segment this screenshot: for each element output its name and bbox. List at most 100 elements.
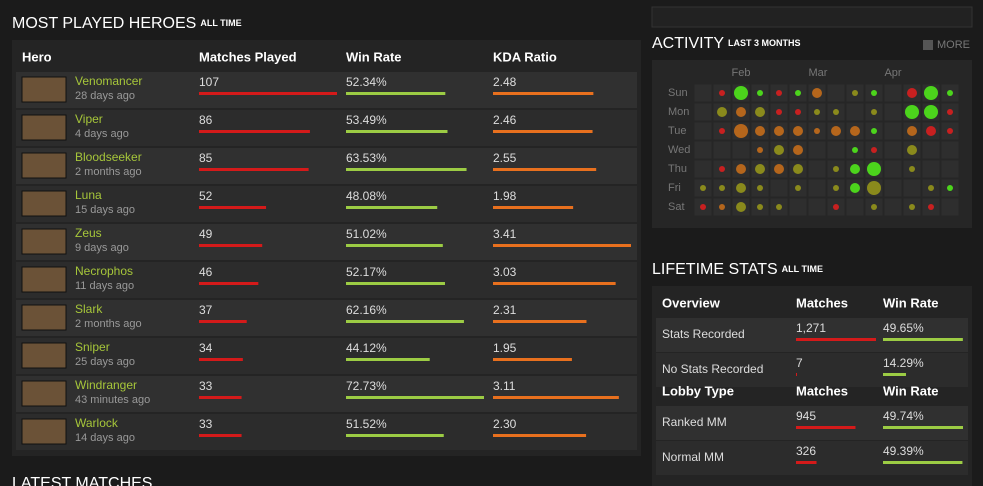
- activity-dot: [909, 204, 915, 210]
- activity-dot: [852, 90, 858, 96]
- hero-icon: [21, 304, 67, 331]
- cell-value: 62.16%: [346, 303, 387, 317]
- hero-name[interactable]: Bloodseeker: [75, 150, 142, 164]
- title-subtitle: LAST 3 MONTHS: [728, 38, 801, 48]
- activity-dot: [850, 183, 860, 193]
- cell-value: 48.08%: [346, 189, 387, 203]
- cell-value: 1,271: [796, 321, 826, 335]
- activity-dot: [755, 164, 765, 174]
- row-bg: [16, 376, 637, 412]
- stat-bar: [199, 396, 242, 399]
- stat-bar: [346, 358, 430, 361]
- cell-value: 72.73%: [346, 379, 387, 393]
- search-box[interactable]: [651, 6, 973, 28]
- hero-icon: [21, 190, 67, 217]
- day-label: Fri: [668, 182, 681, 194]
- hero-name[interactable]: Windranger: [75, 378, 137, 392]
- activity-dot: [871, 128, 877, 134]
- activity-dot: [717, 107, 727, 117]
- hero-icon: [21, 418, 67, 445]
- cell-value: 2.46: [493, 113, 517, 127]
- activity-dot: [812, 88, 822, 98]
- activity-cell: [807, 178, 827, 198]
- activity-cell: [921, 140, 941, 160]
- activity-dot: [871, 90, 877, 96]
- activity-dot: [719, 166, 725, 172]
- activity-dot: [928, 204, 934, 210]
- activity-cell: [693, 159, 713, 179]
- stat-bar: [199, 92, 337, 95]
- hero-name[interactable]: Slark: [75, 302, 103, 316]
- activity-dot: [776, 204, 782, 210]
- stat-bar: [199, 434, 242, 437]
- row-bg: [656, 441, 968, 475]
- hero-name[interactable]: Viper: [75, 112, 103, 126]
- cell-value: 63.53%: [346, 151, 387, 165]
- activity-dot: [719, 128, 725, 134]
- activity-cell: [769, 178, 789, 198]
- last-played: 28 days ago: [75, 90, 135, 102]
- activity-dot: [736, 183, 746, 193]
- cell-value: 52.17%: [346, 265, 387, 279]
- cell-value: 2.55: [493, 151, 517, 165]
- activity-cell: [940, 197, 960, 217]
- activity-dot: [947, 128, 953, 134]
- stat-bar: [493, 320, 587, 323]
- activity-dot: [867, 162, 881, 176]
- column-header: Matches Played: [199, 49, 297, 64]
- stat-bar: [493, 130, 593, 133]
- activity-dot: [736, 202, 746, 212]
- stat-bar: [346, 282, 445, 285]
- activity-cell: [807, 140, 827, 160]
- cell-value: 1.98: [493, 189, 517, 203]
- hero-name[interactable]: Necrophos: [75, 264, 133, 278]
- activity-dot: [928, 185, 934, 191]
- cell-value: 44.12%: [346, 341, 387, 355]
- more-icon[interactable]: [923, 40, 933, 50]
- hero-icon: [21, 152, 67, 179]
- cell-value: 52: [199, 189, 213, 203]
- stat-bar: [796, 426, 856, 429]
- stat-bar: [199, 168, 309, 171]
- more-link[interactable]: MORE: [937, 39, 970, 51]
- activity-cell: [845, 197, 865, 217]
- activity-cell: [693, 140, 713, 160]
- cell-value: 1.95: [493, 341, 517, 355]
- day-label: Mon: [668, 106, 689, 118]
- cell-value: 2.48: [493, 75, 517, 89]
- stat-bar: [346, 434, 444, 437]
- cell-value: 33: [199, 379, 213, 393]
- hero-name[interactable]: Zeus: [75, 226, 102, 240]
- activity-cell: [693, 102, 713, 122]
- activity-dot: [924, 105, 938, 119]
- stat-bar: [493, 206, 574, 209]
- activity-dot: [831, 126, 841, 136]
- hero-name[interactable]: Warlock: [75, 416, 119, 430]
- last-played: 14 days ago: [75, 432, 135, 444]
- cell-value: 3.41: [493, 227, 517, 241]
- activity-cell: [807, 197, 827, 217]
- hero-name[interactable]: Luna: [75, 188, 102, 202]
- cell-value: 2.31: [493, 303, 517, 317]
- day-label: Wed: [668, 144, 690, 156]
- stat-bar: [346, 206, 438, 209]
- activity-dot: [907, 88, 917, 98]
- activity-cell: [883, 197, 903, 217]
- hero-name[interactable]: Venomancer: [75, 74, 142, 88]
- stat-bar: [493, 244, 631, 247]
- stat-bar: [493, 282, 616, 285]
- stat-bar: [346, 320, 464, 323]
- cell-value: 2.30: [493, 417, 517, 431]
- cell-value: 945: [796, 409, 816, 423]
- row-bg: [16, 224, 637, 260]
- cell-value: 53.49%: [346, 113, 387, 127]
- row-bg: [16, 338, 637, 374]
- cell-value: 52.34%: [346, 75, 387, 89]
- activity-dot: [757, 90, 763, 96]
- activity-dot: [734, 86, 748, 100]
- stat-bar: [199, 244, 263, 247]
- activity-cell: [921, 159, 941, 179]
- activity-dot: [719, 185, 725, 191]
- hero-name[interactable]: Sniper: [75, 340, 110, 354]
- activity-cell: [940, 159, 960, 179]
